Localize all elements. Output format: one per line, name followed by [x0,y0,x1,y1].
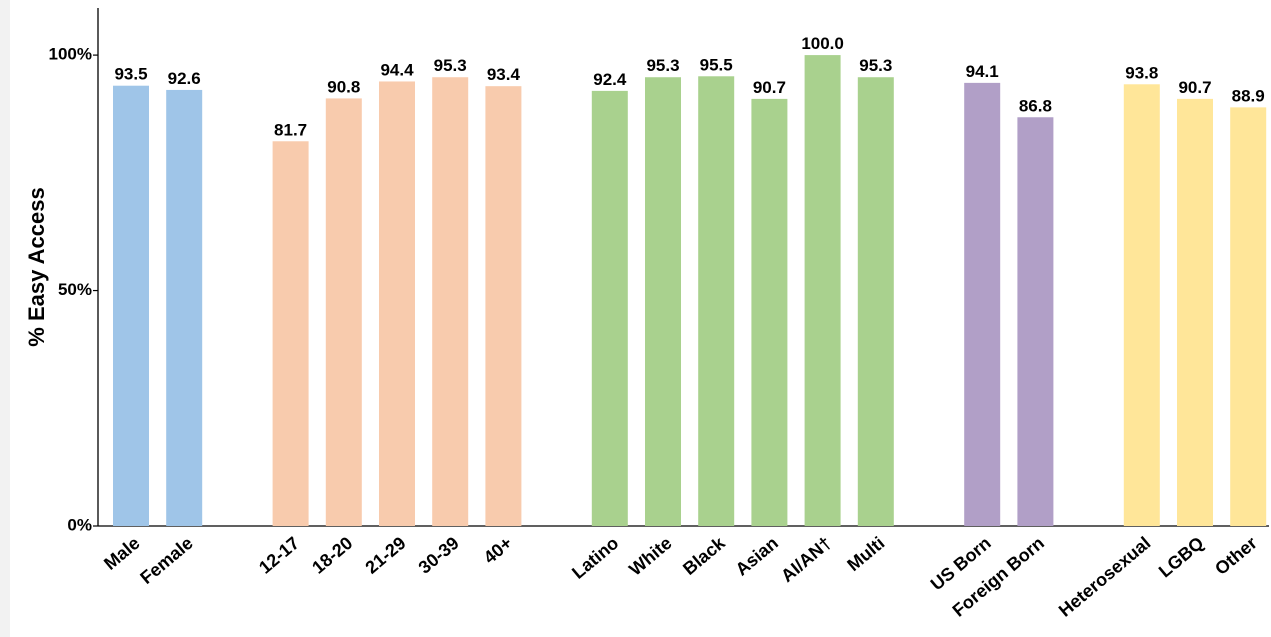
bar-value-label: 95.3 [859,56,892,75]
bar-value-label: 94.1 [966,62,999,81]
bar-value-label: 90.7 [1178,78,1211,97]
bar [113,85,149,526]
y-tick-label: 50% [58,280,92,299]
bar [166,89,203,527]
bar-value-label: 93.8 [1125,63,1158,82]
bar [698,76,735,527]
bar [379,81,415,526]
bar [325,98,362,526]
bar [1017,117,1054,526]
bar-value-label: 90.7 [753,78,786,97]
bar [485,86,522,527]
bar [1177,98,1213,527]
value-labels: 93.5 92.6 81.7 90.8 94.4 95.3 93.4 92.4 95.3 95.5… [114,34,1264,139]
y-axis-title: % Easy Access [24,187,49,346]
bar [751,98,788,527]
bar [645,77,681,526]
bar [964,82,1001,526]
bar [272,141,309,526]
bar [591,90,628,526]
bar [804,55,841,526]
bar [1230,107,1267,526]
y-tick-label: 0% [67,515,92,534]
bar-value-label: 90.8 [327,77,360,96]
bar-value-label: 94.4 [380,60,414,79]
bar-value-label: 88.9 [1232,86,1265,105]
bar-value-label: 95.5 [700,55,733,74]
bar-value-label: 92.6 [168,69,201,88]
bar-value-label: 95.3 [646,56,679,75]
plot-background [10,0,1271,637]
bar [857,77,894,526]
bar [432,77,469,526]
y-tick-label: 100% [49,45,92,64]
bar-value-label: 81.7 [274,120,307,139]
bar-value-label: 100.0 [801,34,844,53]
bar-value-label: 86.8 [1019,96,1052,115]
bar-value-label: 93.5 [114,65,147,84]
bars [113,55,1267,527]
bar-value-label: 93.4 [487,65,521,84]
bar [1123,84,1160,527]
bar-value-label: 92.4 [593,70,627,89]
bar-value-label: 95.3 [434,56,467,75]
